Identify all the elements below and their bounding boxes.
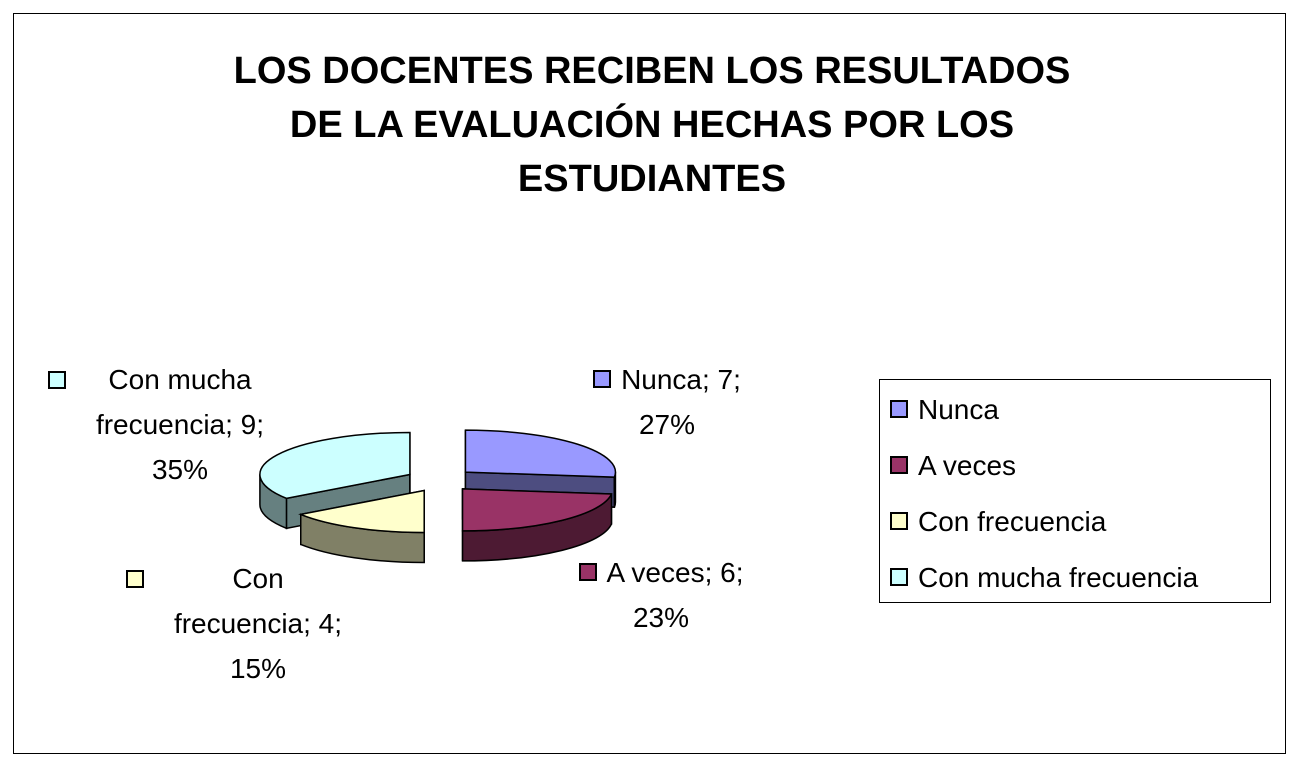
legend-key-con-mucha-frecuencia [890, 567, 908, 586]
legend-label: Con frecuencia [918, 506, 1107, 537]
data-label-key-a-veces [578, 562, 597, 581]
chart-title-line: DE LA EVALUACIÓN HECHAS POR LOS [289, 104, 1015, 146]
legend-key-a-veces [890, 455, 908, 474]
data-label-text: 35% [151, 454, 209, 485]
pie-slice-con-frecuencia [298, 489, 425, 564]
legend-label: A veces [918, 450, 1017, 481]
data-label-text: Nunca; 7; [621, 364, 741, 395]
legend-item-nunca: Nunca [890, 394, 999, 426]
legend-key-nunca [890, 399, 908, 418]
pie-slice-top-nunca [464, 429, 617, 478]
data-label-con-mucha-frecuencia: Con mucha frecuencia; 9; 35% [40, 357, 320, 492]
pie-slice-top-a-veces [461, 488, 613, 532]
data-label-con-frecuencia: Con frecuencia; 4; 15% [118, 556, 398, 691]
chart-title-line: LOS DOCENTES RECIBEN LOS RESULTADOS [233, 50, 1071, 92]
data-label-text: A veces; 6; [606, 557, 744, 588]
data-label-text: 15% [229, 653, 287, 684]
data-label-text: frecuencia; 4; [173, 608, 343, 639]
pie-slice-top-con-frecuencia [298, 489, 425, 534]
chart-title: LOS DOCENTES RECIBEN LOS RESULTADOS DE L… [140, 44, 1164, 206]
data-label-text: 23% [632, 602, 690, 633]
data-label-key-con-mucha-frecuencia [48, 371, 66, 389]
data-label-key-nunca [593, 369, 612, 388]
data-label-text: Con mucha [108, 364, 252, 395]
chart-title-line: ESTUDIANTES [517, 158, 787, 200]
data-label-text: Con [232, 563, 284, 594]
legend: Nunca A veces Con frecuencia Con mucha f… [879, 379, 1271, 603]
data-label-text: frecuencia; 9; [95, 409, 265, 440]
legend-item-a-veces: A veces [890, 450, 1016, 482]
legend-label: Nunca [918, 394, 999, 425]
pie-slice-top-con-mucha-frecuencia [259, 431, 411, 500]
pie-slice-a-veces [461, 488, 613, 562]
legend-item-con-mucha-frecuencia: Con mucha frecuencia [890, 562, 1198, 594]
data-label-text: 27% [638, 409, 696, 440]
legend-key-con-frecuencia [890, 511, 908, 530]
legend-item-con-frecuencia: Con frecuencia [890, 506, 1106, 538]
legend-label: Con mucha frecuencia [918, 562, 1199, 593]
data-label-nunca: Nunca; 7; 27% [572, 357, 762, 447]
data-label-a-veces: A veces; 6; 23% [556, 550, 766, 640]
data-label-key-con-frecuencia [126, 570, 144, 588]
